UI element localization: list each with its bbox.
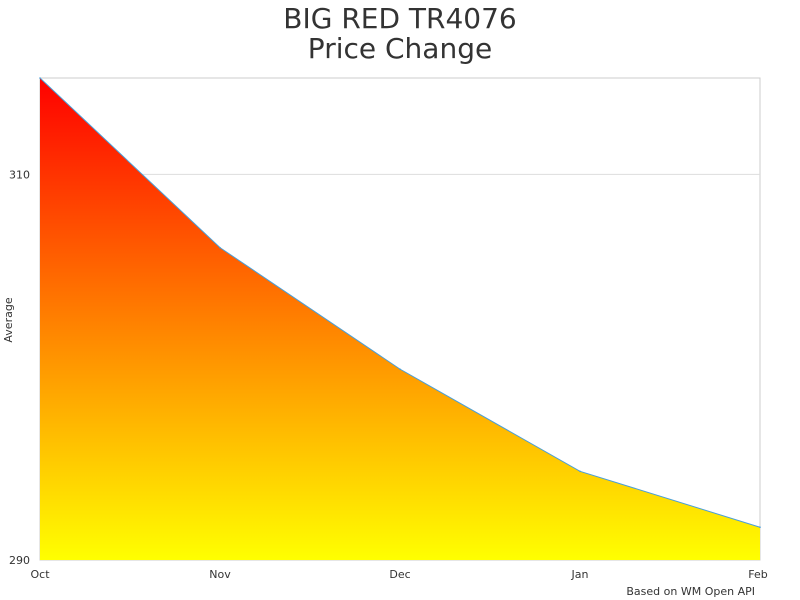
source-credit: Based on WM Open API [626, 585, 755, 598]
x-tick-label: Feb [748, 568, 767, 581]
chart-title-line-2: Price Change [308, 32, 492, 65]
x-tick-label: Jan [571, 568, 589, 581]
data-point [579, 470, 581, 473]
area-fill [40, 78, 760, 560]
chart-title-line-1: BIG RED TR4076 [283, 2, 517, 35]
y-axis-ticks: 290 310 [9, 168, 30, 567]
area-series [39, 77, 761, 560]
data-point [399, 368, 401, 370]
data-point [39, 77, 41, 79]
y-tick-label: 290 [9, 554, 30, 567]
y-tick-label: 310 [9, 168, 30, 181]
y-axis-title: Average [2, 297, 15, 342]
x-tick-label: Oct [30, 568, 50, 581]
data-point [759, 526, 761, 529]
x-axis-ticks: Oct Nov Dec Jan Feb [30, 568, 767, 581]
x-tick-label: Nov [209, 568, 231, 581]
data-point [219, 246, 221, 249]
x-tick-label: Dec [389, 568, 410, 581]
